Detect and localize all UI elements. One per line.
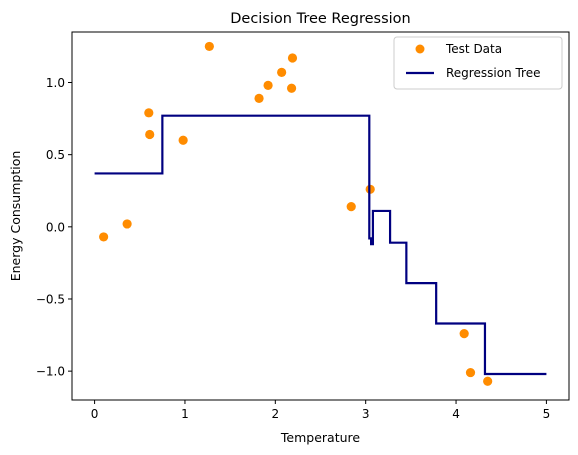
- x-tick-label: 3: [362, 407, 370, 421]
- data-point: [254, 93, 264, 103]
- x-tick-label: 5: [543, 407, 551, 421]
- data-point: [286, 83, 297, 93]
- data-point: [483, 376, 493, 386]
- legend-label-regression-tree: Regression Tree: [446, 66, 540, 80]
- data-point: [145, 129, 155, 140]
- legend-label-test-data: Test Data: [445, 42, 502, 56]
- y-tick-label: 0.5: [46, 148, 65, 162]
- data-point: [144, 108, 154, 118]
- y-tick-label: 0.0: [46, 220, 65, 234]
- data-point: [346, 202, 356, 212]
- x-tick-label: 2: [271, 407, 279, 421]
- regression-line: [94, 114, 547, 376]
- x-axis-label: Temperature: [280, 430, 360, 445]
- data-point: [178, 135, 188, 145]
- x-tick-label: 1: [181, 407, 189, 421]
- plot-frame: [71, 31, 570, 401]
- axis-ticks: 0 1 2 3 4 5 −1.0 −0.5 0.0 0.5 1.0: [36, 76, 550, 421]
- plot-area: [94, 41, 547, 386]
- data-point: [99, 232, 109, 242]
- data-point: [459, 329, 469, 339]
- x-tick-label: 0: [91, 407, 99, 421]
- legend-box: [393, 36, 563, 90]
- y-tick-label: −0.5: [36, 292, 65, 306]
- y-tick-label: −1.0: [36, 365, 65, 379]
- data-point: [263, 80, 273, 90]
- data-point: [122, 219, 132, 229]
- y-tick-label: 1.0: [46, 76, 65, 90]
- legend: Test Data Regression Tree: [393, 36, 563, 90]
- data-point: [287, 53, 298, 63]
- data-point: [204, 41, 214, 52]
- y-axis-label: Energy Consumption: [8, 151, 23, 282]
- x-tick-label: 4: [452, 407, 460, 421]
- data-point: [277, 67, 287, 78]
- legend-marker-test-data: [415, 44, 425, 54]
- chart-title: Decision Tree Regression: [230, 11, 410, 27]
- data-point: [465, 367, 476, 378]
